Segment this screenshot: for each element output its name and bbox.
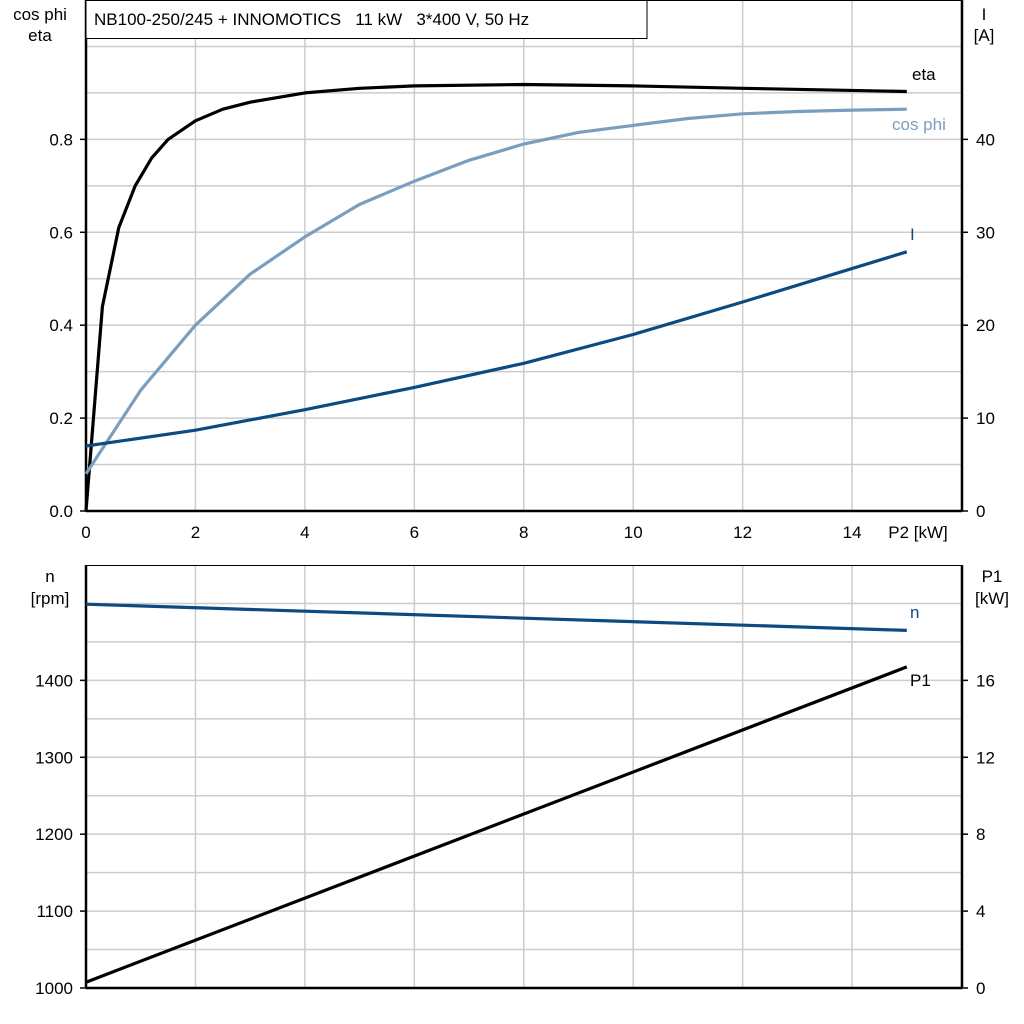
y-left-label-n: n: [45, 567, 54, 586]
x-axis-label: P2 [kW]: [888, 523, 948, 542]
y-right-tick-label: 8: [976, 825, 985, 844]
x-tick-label: 12: [733, 523, 752, 542]
series-line-eta: [84, 82, 907, 512]
chart-title: NB100-250/245 + INNOMOTICS 11 kW 3*400 V…: [94, 10, 529, 29]
series-label-eta: eta: [912, 65, 936, 84]
x-tick-label: 10: [624, 523, 643, 542]
x-tick-label: 2: [191, 523, 200, 542]
x-tick-label: 0: [81, 523, 90, 542]
y-left-tick-label: 0.4: [49, 316, 73, 335]
x-tick-label: 14: [843, 523, 862, 542]
bottom-grid: [84, 565, 964, 990]
y-right-tick-label: 16: [976, 671, 995, 690]
y-left-tick-label: 0.8: [49, 130, 73, 149]
series-line-cos-phi: [84, 107, 907, 475]
y-left-label-cosphi: cos phi: [13, 5, 67, 24]
y-right-label-A: [A]: [974, 26, 995, 45]
y-right-label-kW: [kW]: [975, 589, 1009, 608]
series-lines: [84, 82, 908, 984]
y-right-tick-label: 40: [976, 130, 995, 149]
y-left-tick-label: 1400: [35, 671, 73, 690]
series-label-I: I: [910, 225, 915, 244]
y-left-tick-label: 0.2: [49, 409, 73, 428]
series-label-n: n: [910, 603, 919, 622]
y-right-tick-label: 10: [976, 409, 995, 428]
y-left-label-eta: eta: [28, 26, 52, 45]
y-right-tick-label: 0: [976, 979, 985, 998]
series-label-cosphi: cos phi: [892, 115, 946, 134]
y-right-label-P1: P1: [982, 567, 1003, 586]
y-left-tick-label: 1000: [35, 979, 73, 998]
y-right-tick-label: 0: [976, 502, 985, 521]
y-right-tick-label: 12: [976, 748, 995, 767]
y-left-tick-label: 1300: [35, 748, 73, 767]
x-tick-label: 8: [519, 523, 528, 542]
x-tick-label: 6: [410, 523, 419, 542]
y-left-tick-label: 1200: [35, 825, 73, 844]
series-label-P1: P1: [910, 671, 931, 690]
y-right-tick-label: 30: [976, 223, 995, 242]
y-left-tick-label: 0.6: [49, 223, 73, 242]
y-left-tick-label: 1100: [36, 902, 73, 921]
y-left-tick-label: 0.0: [49, 502, 73, 521]
x-tick-label: 4: [300, 523, 309, 542]
series-line-n: [85, 602, 907, 632]
series-line-i: [85, 250, 908, 448]
y-left-label-rpm: [rpm]: [31, 589, 70, 608]
y-right-tick-label: 20: [976, 316, 995, 335]
y-right-label-I: I: [982, 5, 987, 24]
title-box: [85, 0, 648, 39]
y-right-tick-label: 4: [976, 902, 985, 921]
series-line-p1: [85, 665, 908, 984]
top-grid: [84, 0, 964, 513]
